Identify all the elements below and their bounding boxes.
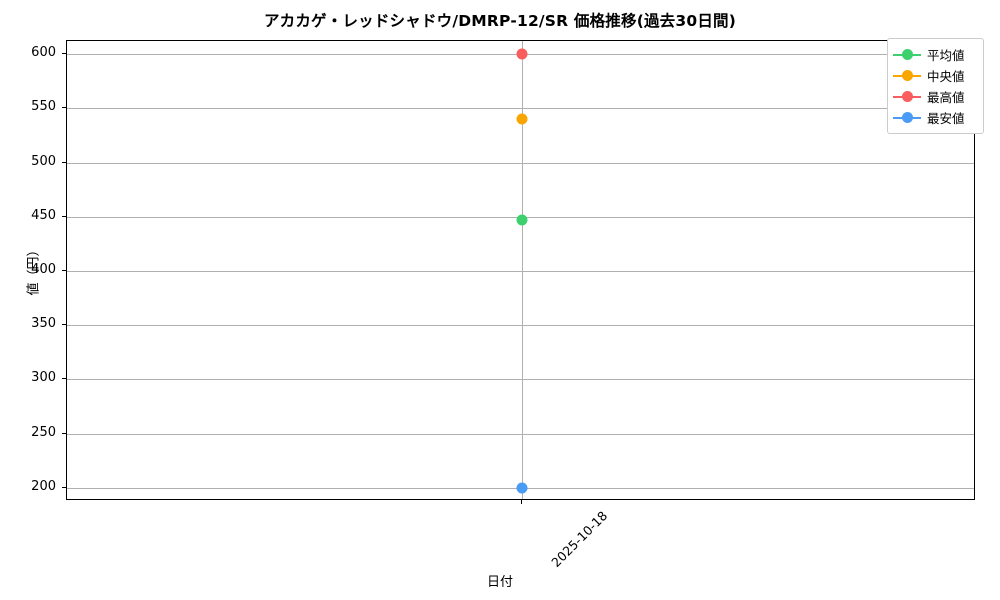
y-tick-label: 450: [31, 207, 56, 223]
data-point-marker: [516, 482, 527, 494]
gridline-horizontal: [67, 379, 974, 381]
x-tick-label: 2025-10-18: [547, 508, 610, 570]
data-point-marker: [516, 48, 527, 60]
y-tick-mark: [62, 324, 66, 326]
y-tick-mark: [62, 53, 66, 55]
x-axis-label: 日付: [486, 575, 513, 590]
data-point-marker: [516, 113, 527, 125]
y-tick-mark: [62, 215, 66, 217]
gridline-horizontal: [67, 108, 974, 110]
gridline-horizontal: [67, 162, 974, 164]
legend-marker-icon: [893, 112, 921, 123]
y-tick-mark: [62, 107, 66, 109]
legend-item-label: 平均値: [927, 48, 965, 63]
gridline-horizontal: [67, 271, 974, 272]
x-tick-mark: [520, 500, 522, 504]
chart-title: アカカゲ・レッドシャドウ/DMRP-12/SR 価格推移(過去30日間): [263, 12, 737, 30]
y-tick-mark: [62, 432, 66, 434]
y-tick-label: 550: [31, 99, 56, 115]
gridline-horizontal: [67, 433, 974, 435]
legend-item[interactable]: 最高値: [888, 86, 983, 107]
legend-marker-icon: [893, 70, 921, 81]
legend-item[interactable]: 中央値: [888, 65, 983, 86]
y-tick-mark: [62, 378, 66, 380]
gridline-horizontal: [67, 325, 974, 327]
y-tick-label: 400: [31, 262, 56, 277]
y-tick-mark: [62, 486, 66, 488]
y-tick-mark: [62, 161, 66, 163]
y-tick-label: 200: [31, 478, 56, 494]
legend-item-label: 最高値: [927, 90, 965, 105]
gridline-vertical: [521, 41, 523, 499]
y-tick-label: 600: [31, 45, 56, 61]
legend-item[interactable]: 最安値: [888, 107, 983, 128]
plot-area: [66, 40, 975, 500]
data-point-marker: [516, 214, 527, 226]
legend-item[interactable]: 平均値: [888, 44, 983, 65]
y-tick-label: 500: [31, 153, 56, 169]
y-tick-label: 300: [31, 370, 56, 386]
legend-item-label: 中央値: [927, 69, 965, 84]
legend-marker-icon: [893, 49, 921, 60]
legend-marker-icon: [893, 91, 921, 102]
y-tick-label: 250: [31, 424, 56, 440]
legend[interactable]: 平均値中央値最高値最安値: [887, 38, 984, 134]
y-tick-mark: [62, 270, 66, 271]
legend-item-label: 最安値: [927, 111, 965, 126]
y-tick-label: 350: [31, 316, 56, 332]
